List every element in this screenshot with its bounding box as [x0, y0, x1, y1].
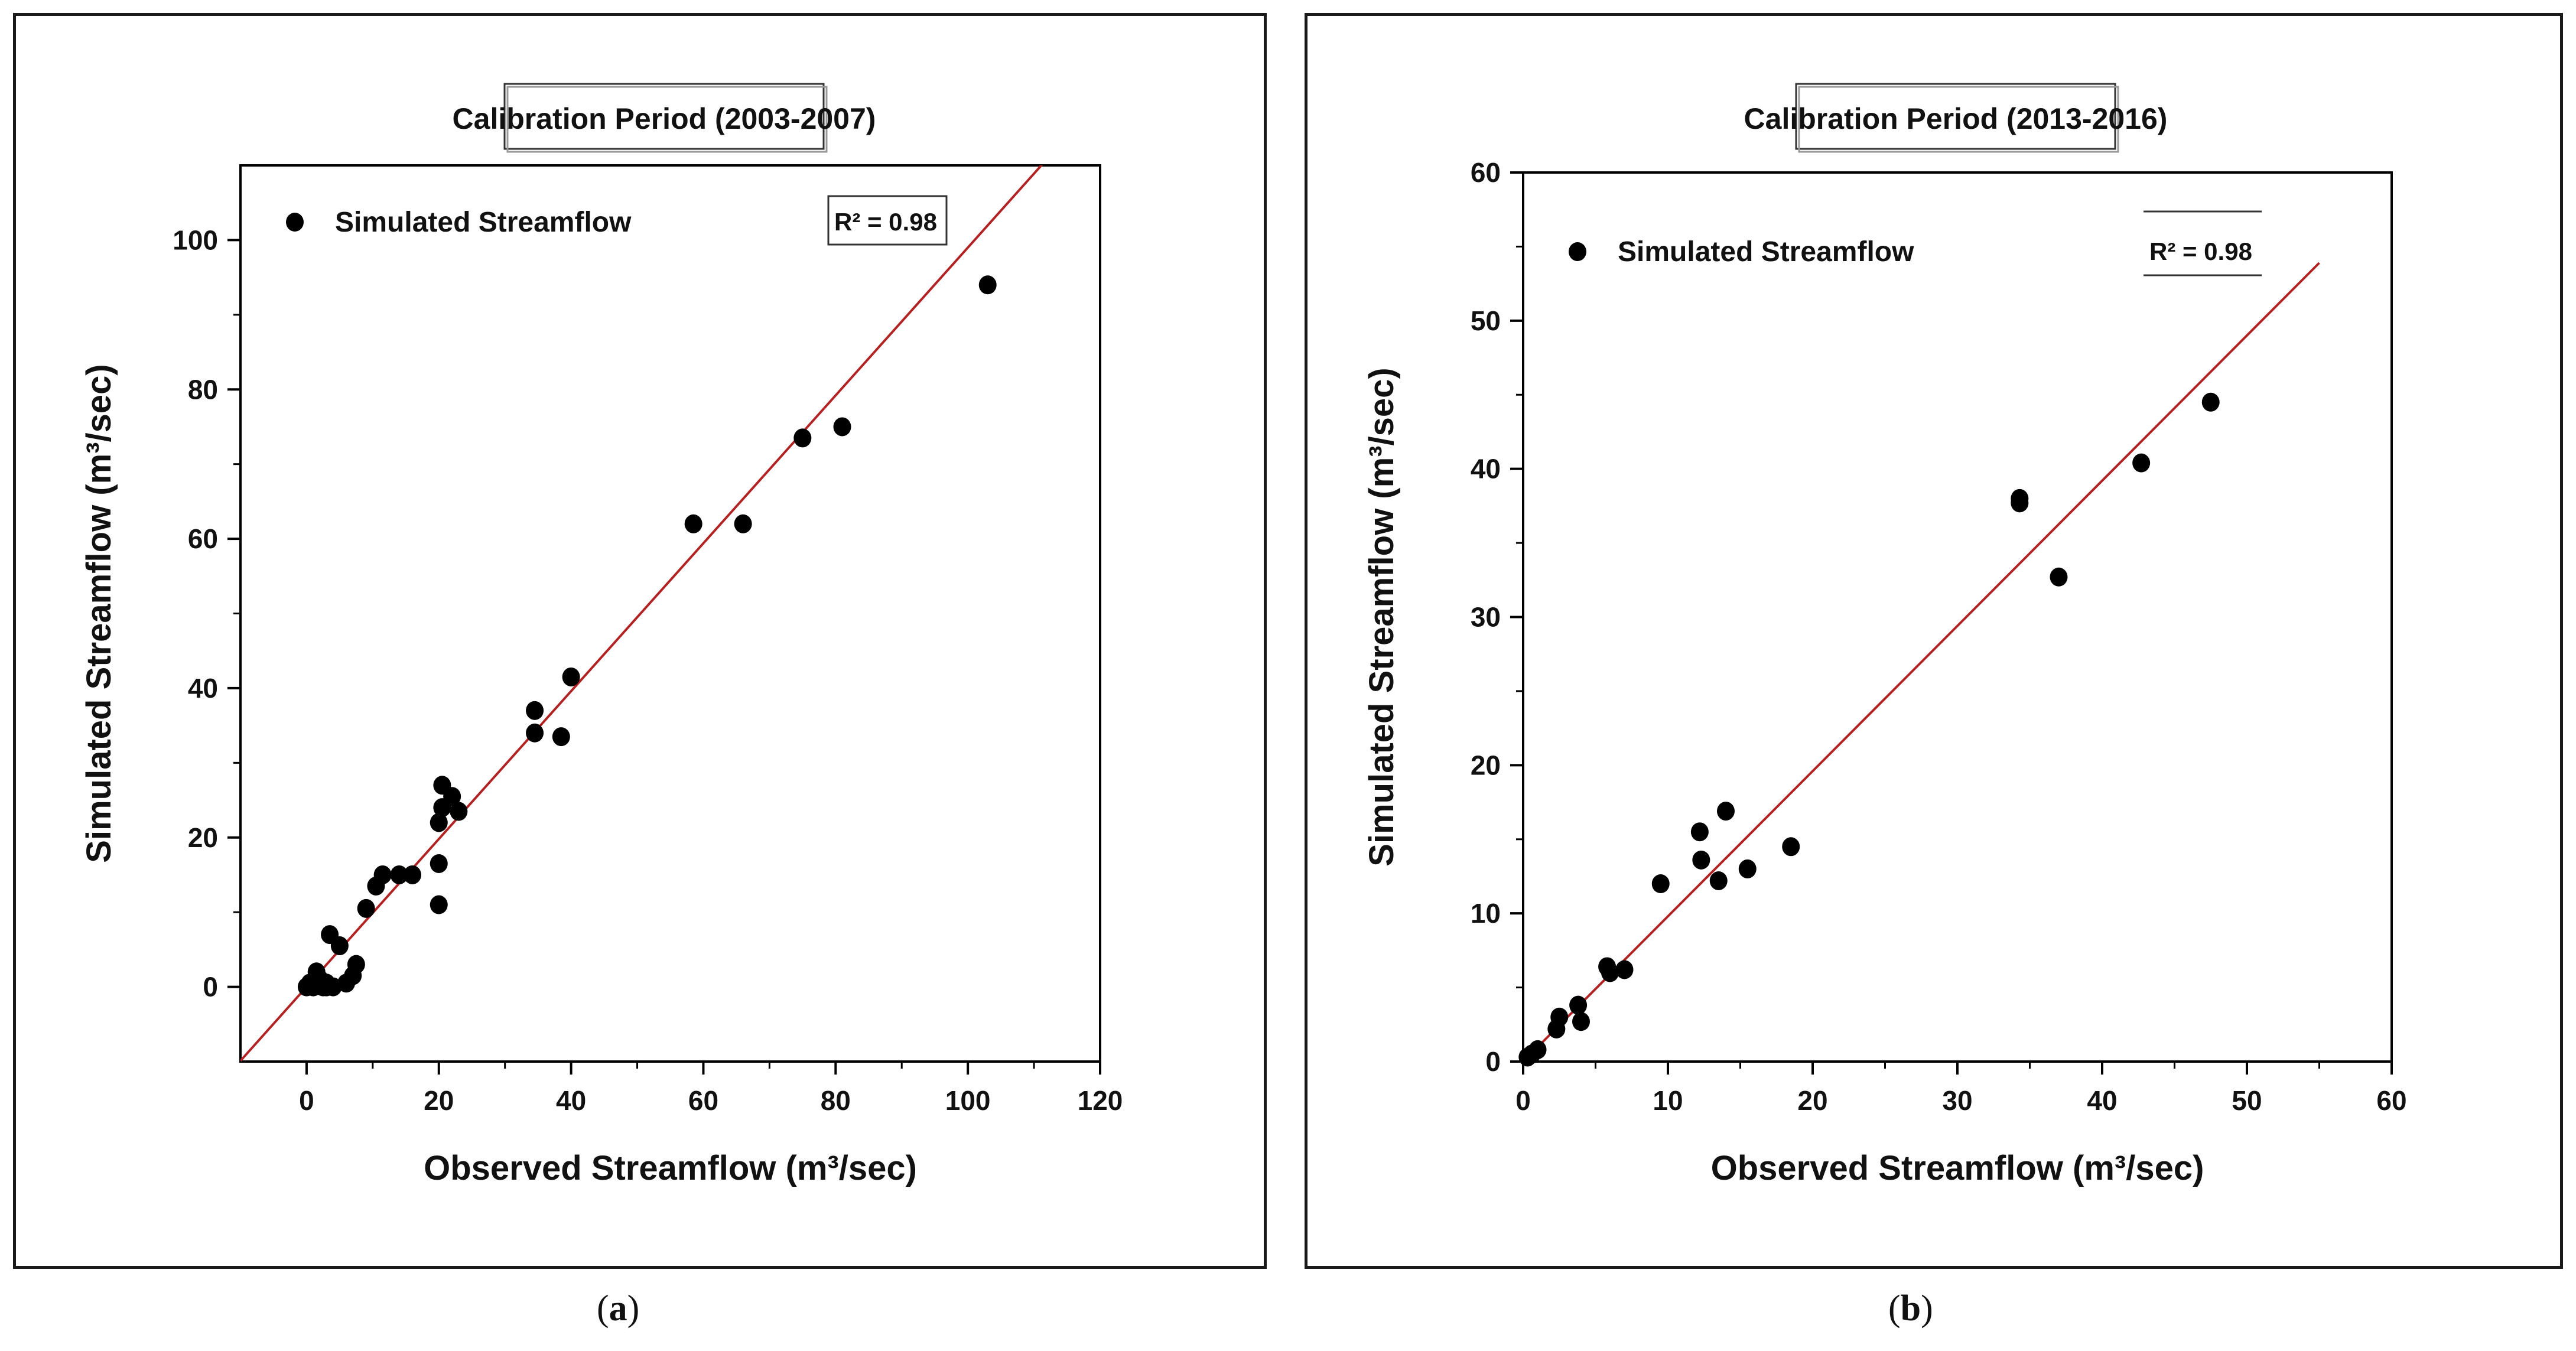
data-point [1528, 1040, 1547, 1059]
data-point [526, 701, 544, 720]
y-axis-label: Simulated Streamflow (m³/sec) [1362, 367, 1401, 866]
y-tick-label: 30 [1471, 602, 1501, 633]
y-tick-label: 60 [188, 523, 218, 554]
data-point [357, 899, 375, 918]
r2-box [827, 195, 948, 246]
data-point [430, 813, 448, 832]
y-axis-label: Simulated Streamflow (m³/sec) [80, 364, 118, 862]
r2-label: R² = 0.98 [834, 208, 937, 236]
data-point [1601, 963, 1619, 982]
data-point [404, 865, 421, 884]
y-tick-label: 40 [188, 673, 218, 704]
x-tick-label: 120 [1078, 1085, 1123, 1116]
data-point [347, 955, 365, 974]
data-point [443, 787, 461, 806]
x-tick-label: 50 [2232, 1085, 2262, 1116]
data-point [978, 275, 997, 295]
x-axis-label: Observed Streamflow (m³/sec) [1711, 1149, 2204, 1187]
data-point [1569, 995, 1588, 1015]
data-point [526, 723, 544, 743]
data-point [1717, 802, 1735, 821]
data-point [330, 936, 349, 956]
data-point [793, 428, 812, 448]
data-point [552, 727, 570, 747]
fit-line [1523, 262, 2320, 1062]
x-tick-label: 30 [1942, 1085, 1972, 1116]
chart-title-shadow [1798, 86, 2119, 153]
legend-label: Simulated Streamflow [335, 207, 632, 238]
y-tick-label: 50 [1471, 305, 1501, 336]
y-tick-label: 60 [1471, 157, 1501, 188]
data-point [1550, 1007, 1569, 1027]
panel-a-frame [13, 13, 1267, 1269]
data-point [373, 865, 392, 884]
chart-title: Calibration Period (2003-2007) [453, 102, 876, 135]
x-tick-label: 20 [1797, 1085, 1827, 1116]
x-tick-label: 0 [1515, 1085, 1531, 1116]
scatter-chart-b: Calibration Period (2013-2016) 0 10 20 30 40 5… [1362, 83, 2407, 1187]
data-point [1738, 859, 1757, 878]
chart-title-shadow [506, 86, 828, 153]
fit-line [240, 165, 1043, 1062]
plot-area-frame [1522, 171, 2393, 1063]
chart-title-box [1795, 83, 2116, 150]
data-point [734, 514, 752, 533]
data-point [1782, 837, 1800, 857]
chart-title-box [503, 83, 825, 150]
scatter-chart-a: Calibration Period (2003-2007) 0 20 40 60 80 1… [80, 83, 1123, 1187]
plot-area-frame [239, 164, 1101, 1063]
data-point [2132, 453, 2151, 473]
y-tick-label: 40 [1471, 454, 1501, 484]
x-tick-label: 60 [2376, 1085, 2406, 1116]
y-tick-label: 20 [1471, 750, 1501, 780]
data-point [833, 417, 851, 437]
y-tick-label: 0 [1485, 1046, 1501, 1077]
data-point [684, 514, 702, 533]
panel-b-frame [1305, 13, 2563, 1269]
y-tick-label: 80 [188, 374, 218, 405]
x-axis-label: Observed Streamflow (m³/sec) [424, 1149, 917, 1187]
x-tick-label: 40 [556, 1085, 586, 1116]
x-tick-label: 10 [1653, 1085, 1683, 1116]
data-point [430, 854, 448, 873]
r2-label: R² = 0.98 [2149, 237, 2252, 265]
y-tick-label: 20 [188, 822, 218, 853]
data-point [1692, 850, 1710, 870]
legend-label: Simulated Streamflow [1618, 236, 1914, 268]
x-tick-label: 40 [2087, 1085, 2117, 1116]
y-tick-label: 0 [203, 972, 218, 1002]
data-point [1709, 871, 1728, 890]
data-point [562, 667, 580, 686]
data-point [1690, 822, 1709, 842]
sub-caption-b: (b) [1888, 1288, 1933, 1329]
data-point [1572, 1012, 1590, 1031]
data-point [2201, 392, 2220, 412]
sub-caption-a: (a) [597, 1288, 640, 1329]
data-point [1651, 874, 1670, 893]
legend-marker [1569, 242, 1586, 261]
x-tick-label: 0 [299, 1085, 314, 1116]
data-point [2050, 567, 2068, 587]
y-tick-label: 10 [1471, 898, 1501, 929]
legend-marker [286, 213, 304, 232]
x-tick-label: 60 [688, 1085, 718, 1116]
chart-title: Calibration Period (2013-2016) [1744, 102, 2168, 135]
x-tick-label: 80 [821, 1085, 851, 1116]
y-tick-label: 100 [173, 224, 218, 255]
data-point [450, 802, 468, 821]
data-point [390, 865, 408, 884]
data-point [1615, 960, 1634, 979]
data-point [317, 977, 336, 997]
data-point [2011, 493, 2029, 513]
data-point [430, 895, 448, 914]
x-tick-label: 100 [945, 1085, 991, 1116]
x-tick-label: 20 [424, 1085, 454, 1116]
